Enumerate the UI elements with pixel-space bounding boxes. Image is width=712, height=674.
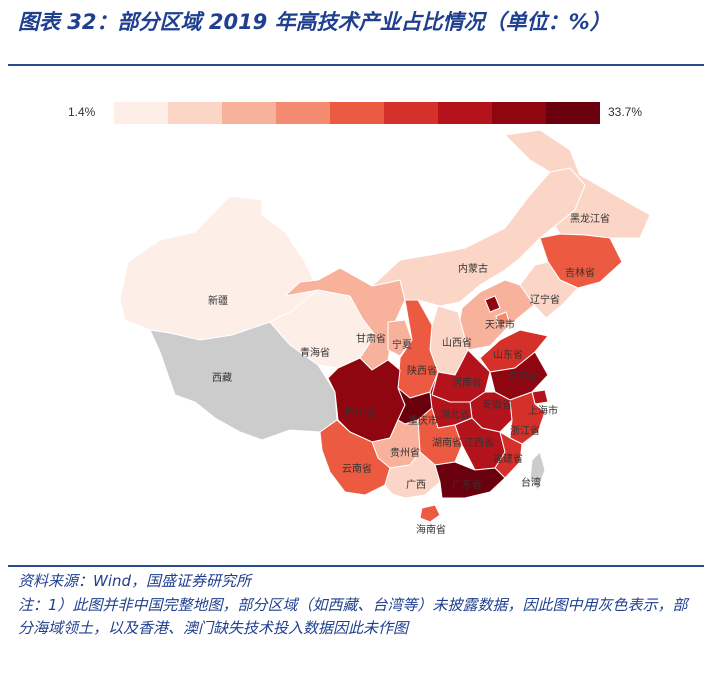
label-neimenggu: 内蒙古 (458, 262, 488, 275)
label-shaanxi: 陕西省 (407, 364, 437, 377)
legend-swatch-9 (546, 102, 600, 124)
label-jilin: 吉林省 (565, 266, 595, 279)
label-shanghai: 上海市 (528, 404, 558, 417)
province-ningxia (387, 319, 413, 357)
label-liaoning: 辽宁省 (530, 293, 560, 306)
legend-swatch-5 (330, 102, 384, 124)
bottom-divider (8, 565, 704, 567)
figure-title: 图表 32：部分区域 2019 年高技术产业占比情况（单位：%） (18, 10, 611, 34)
legend-swatch-2 (168, 102, 222, 124)
label-hunan: 湖南省 (432, 436, 462, 449)
label-hainan: 海南省 (416, 523, 446, 536)
label-hubei: 湖北省 (440, 408, 470, 421)
label-chongqing: 重庆市 (408, 414, 438, 427)
label-shanxi: 山西省 (442, 336, 472, 349)
label-sichuan: 四川省 (345, 406, 375, 419)
province-liaoning (519, 261, 579, 319)
label-yunnan: 云南省 (342, 462, 372, 475)
legend-min-label: 1.4% (68, 105, 96, 119)
province-labels: 新疆 西藏 青海省 甘肃省 宁夏 内蒙古 黑龙江省 吉林省 辽宁省 天津市 山西… (208, 212, 610, 536)
province-tianjin (495, 311, 511, 327)
label-guizhou: 贵州省 (390, 446, 420, 459)
label-tianjin: 天津市 (485, 318, 515, 331)
label-fujian: 福建省 (493, 452, 523, 465)
label-zhejiang: 浙江省 (510, 424, 540, 437)
label-anhui: 安徽省 (482, 398, 512, 411)
label-jiangsu: 江苏省 (508, 370, 538, 383)
label-qinghai: 青海省 (300, 346, 330, 359)
legend-swatch-7 (438, 102, 492, 124)
label-xinjiang: 新疆 (208, 294, 228, 307)
province-beijing (484, 295, 501, 313)
china-map: 1.4% 33.7% (68, 102, 651, 536)
legend-swatch-8 (492, 102, 546, 124)
label-henan: 河南省 (452, 376, 482, 389)
color-legend: 1.4% 33.7% (68, 102, 642, 124)
legend-swatch-6 (384, 102, 438, 124)
province-fujian (494, 431, 523, 479)
legend-swatch-4 (276, 102, 330, 124)
label-xizang: 西藏 (212, 372, 232, 384)
province-taiwan (529, 451, 546, 491)
label-shandong: 山东省 (493, 348, 523, 361)
legend-swatch-3 (222, 102, 276, 124)
top-divider (8, 64, 704, 66)
label-guangxi: 广西 (406, 479, 426, 491)
label-heilongjiang: 黑龙江省 (570, 212, 610, 225)
province-guangdong (434, 461, 506, 499)
label-gansu: 甘肃省 (356, 332, 386, 345)
province-hainan (419, 504, 441, 523)
province-zhejiang (509, 391, 546, 445)
label-guangdong: 广东省 (452, 478, 482, 491)
legend-max-label: 33.7% (608, 105, 642, 119)
legend-swatch-1 (114, 102, 168, 124)
source-note: 资料来源：Wind，国盛证券研究所 (18, 572, 252, 590)
label-taiwan: 台湾 (521, 476, 541, 489)
label-ningxia: 宁夏 (392, 338, 412, 351)
footnote: 注：1）此图并非中国完整地图，部分区域（如西藏、台湾等）未披露数据，因此图中用灰… (18, 596, 688, 637)
label-jiangxi: 江西省 (464, 436, 494, 449)
